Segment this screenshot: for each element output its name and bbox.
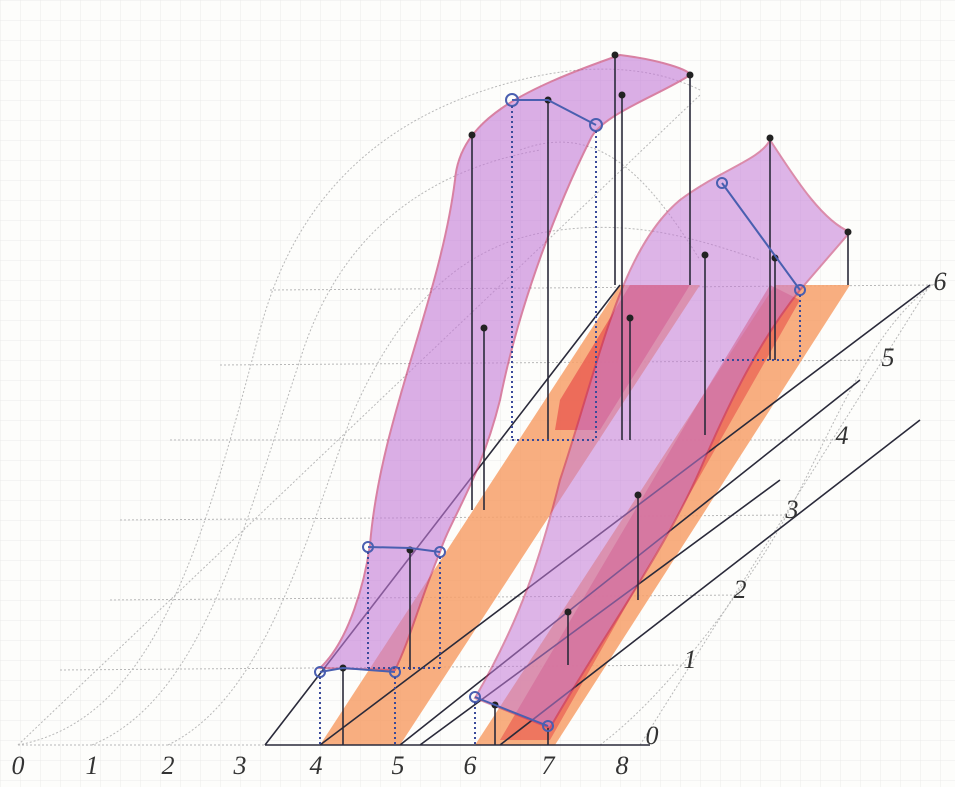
depth-axis-label: 2	[734, 575, 747, 604]
x-axis-label: 5	[392, 751, 405, 780]
x-axis-label: 7	[542, 751, 556, 780]
depth-axis-label: 1	[684, 645, 697, 674]
x-axis-label: 6	[464, 751, 477, 780]
depth-axis-label: 3	[785, 495, 799, 524]
x-axis-label: 3	[233, 751, 247, 780]
x-axis-label: 4	[310, 751, 323, 780]
cross-sections	[314, 93, 806, 745]
depth-axis-label: 4	[836, 421, 849, 450]
depth-axis-label: 5	[882, 343, 895, 372]
depth-axis-label: 6	[934, 267, 947, 296]
depth-axis-label: 0	[646, 721, 659, 750]
x-axis-label: 2	[162, 751, 175, 780]
x-axis-label: 0	[12, 751, 25, 780]
x-axis-label: 1	[86, 751, 99, 780]
x-axis-label: 8	[616, 751, 629, 780]
